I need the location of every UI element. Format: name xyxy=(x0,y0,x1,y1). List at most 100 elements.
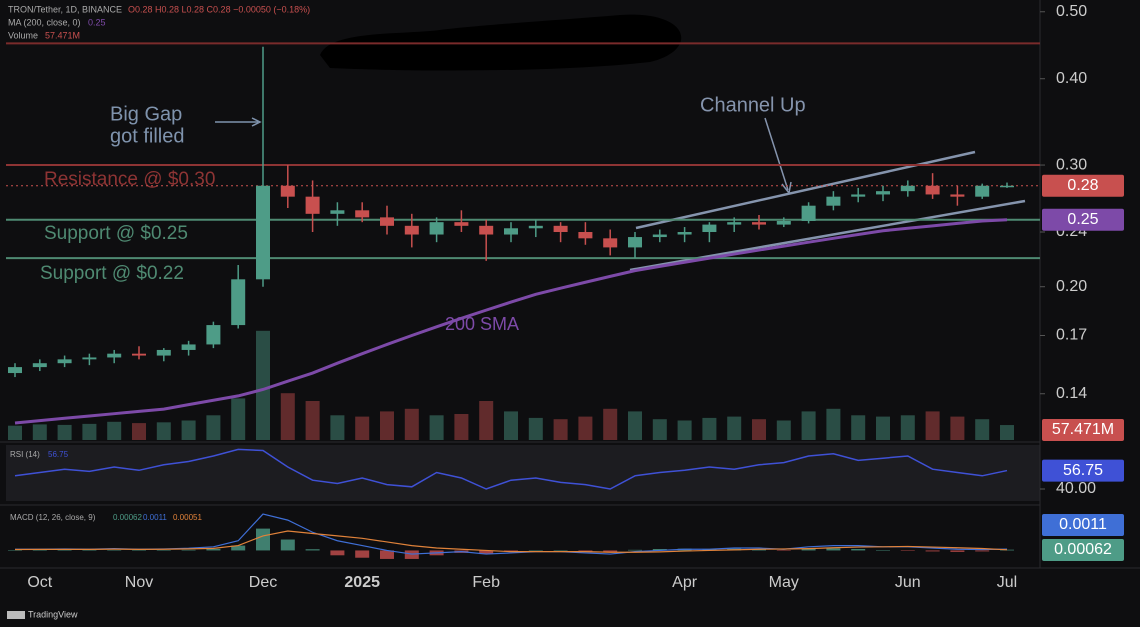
level-label: Resistance @ $0.30 xyxy=(44,169,215,190)
volume-bar xyxy=(82,423,97,440)
macd-histogram xyxy=(479,550,494,555)
macd-histogram xyxy=(776,550,791,551)
header-volume-value: 57.471M xyxy=(45,30,80,40)
macd-histogram xyxy=(900,550,915,551)
candle-body xyxy=(429,222,444,235)
volume-bar xyxy=(702,417,717,440)
macd-histogram xyxy=(652,548,667,551)
candle-body xyxy=(603,238,618,248)
candle-body xyxy=(156,349,171,356)
volume-bar xyxy=(280,393,295,440)
level-label: Support @ $0.22 xyxy=(40,263,184,284)
candle-body xyxy=(380,217,394,226)
volume-bar xyxy=(231,398,246,440)
histogram-tag xyxy=(1042,539,1124,561)
volume-bar xyxy=(504,411,518,440)
candle-body xyxy=(652,234,667,238)
y-tick-label: 0.17 xyxy=(1056,327,1087,344)
y-tick-label: 0.50 xyxy=(1056,3,1087,20)
sma-tag-label: 0.25 xyxy=(1067,211,1098,228)
y-tick-label: 0.20 xyxy=(1056,278,1087,295)
volume-bar xyxy=(256,330,270,440)
macd-histogram xyxy=(8,550,22,551)
candle-body xyxy=(504,228,518,235)
macd-legend-value: 0.0011 xyxy=(143,513,167,522)
candle-body xyxy=(628,237,642,248)
macd-histogram xyxy=(57,550,72,551)
annotation: 200 SMA xyxy=(445,314,519,334)
x-tick-label: Jun xyxy=(895,574,921,591)
volume-bar xyxy=(801,411,816,440)
candle-body xyxy=(702,224,717,233)
macd-histogram xyxy=(404,550,419,559)
header-ma: MA (200, close, 0) xyxy=(8,17,81,27)
rsi-pane xyxy=(6,445,1040,501)
candle-body xyxy=(206,325,221,345)
rsi-legend: RSI (14) xyxy=(10,450,40,459)
x-tick-label: Nov xyxy=(125,574,153,591)
volume-tag-label: 57.471M xyxy=(1052,421,1114,438)
y-tick-label: 0.14 xyxy=(1056,385,1087,402)
rsi-tag xyxy=(1042,459,1124,482)
macd-histogram xyxy=(355,550,370,558)
sma-line xyxy=(14,218,1008,425)
volume-bar xyxy=(330,415,345,440)
volume-bar xyxy=(479,401,494,440)
candle-body xyxy=(231,279,246,326)
header-volume: Volume xyxy=(8,30,38,40)
candle-body xyxy=(454,222,469,226)
candle-body xyxy=(107,353,122,358)
candle-body xyxy=(851,194,866,197)
volume-bar xyxy=(851,415,866,440)
macd-legend-value: 0.00051 xyxy=(173,513,202,522)
macd-histogram xyxy=(156,550,171,551)
volume-bar xyxy=(454,414,469,440)
volume-bar xyxy=(677,420,692,440)
annotation: Big Gap xyxy=(110,103,182,125)
y-tick-label: 0.30 xyxy=(1056,156,1087,173)
macd-tag-label: 0.0011 xyxy=(1059,516,1107,533)
volume-bar xyxy=(752,419,766,440)
candle-body xyxy=(752,222,766,225)
candle-body xyxy=(925,185,940,195)
candle-body xyxy=(528,225,543,229)
volume-bar xyxy=(107,421,122,440)
macd-histogram xyxy=(206,548,221,551)
candle-body xyxy=(132,353,146,356)
macd-histogram xyxy=(851,548,866,551)
macd-histogram xyxy=(132,550,146,551)
macd-histogram xyxy=(925,550,940,552)
volume-bar xyxy=(355,416,370,440)
macd-histogram xyxy=(504,550,518,552)
candle-body xyxy=(32,363,47,368)
volume-bar xyxy=(950,416,965,440)
x-tick-label: Dec xyxy=(249,574,277,591)
volume-bar xyxy=(528,417,543,440)
macd-histogram xyxy=(826,548,841,551)
macd-histogram xyxy=(553,550,568,551)
macd-histogram xyxy=(305,549,320,551)
candle-body xyxy=(305,196,320,214)
candle-body xyxy=(876,191,890,195)
volume-bar xyxy=(380,411,394,440)
candle-body xyxy=(553,225,568,233)
x-tick-label: 2025 xyxy=(344,574,380,591)
macd-histogram xyxy=(876,550,890,551)
x-tick-label: Feb xyxy=(472,574,500,591)
macd-histogram xyxy=(380,550,394,559)
annotation: Channel Up xyxy=(700,94,806,116)
x-tick-label: May xyxy=(769,574,799,591)
macd-line xyxy=(14,530,1008,553)
volume-bar xyxy=(32,424,47,440)
volume-bar xyxy=(553,419,568,440)
macd-histogram xyxy=(528,550,543,551)
arrow-head xyxy=(251,117,262,127)
volume-bar xyxy=(925,411,940,440)
rsi-legend-value: 56.75 xyxy=(48,450,69,459)
candle-body xyxy=(727,222,742,225)
x-tick-label: Jul xyxy=(997,574,1017,591)
candle-body xyxy=(57,359,72,364)
macd-histogram xyxy=(628,549,642,551)
candle-body xyxy=(280,185,295,197)
macd-histogram xyxy=(107,549,122,551)
